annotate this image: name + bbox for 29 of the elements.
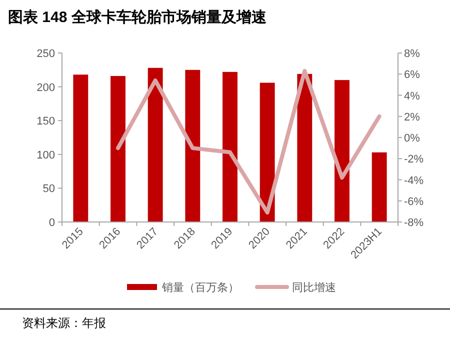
y-tick-label: 150 [36, 116, 55, 128]
text: 资料来源：年报 [22, 316, 106, 330]
y2-tick-label: 0% [404, 132, 420, 144]
bar [334, 80, 350, 222]
bar [372, 152, 387, 222]
y2-tick-label: -8% [404, 217, 424, 229]
bar [110, 76, 126, 222]
y2-tick-label: -4% [404, 174, 424, 187]
y2-tick-label: 4% [404, 90, 420, 102]
y-tick-label: 250 [36, 48, 55, 60]
y-tick-label: 200 [36, 82, 55, 94]
bar [185, 70, 200, 222]
bar [260, 82, 275, 222]
bar [148, 68, 163, 222]
y-tick-label: 50 [42, 183, 55, 196]
bar [222, 72, 238, 222]
y-tick-label: 0 [48, 217, 55, 229]
y-tick-label: 100 [36, 149, 55, 162]
line-series [116, 68, 382, 214]
y2-tick-label: -2% [404, 154, 424, 166]
y2-tick-label: 2% [404, 111, 420, 124]
legend-label: 同比增速 [292, 281, 336, 294]
bar [73, 74, 88, 222]
y2-tick-label: 8% [404, 48, 420, 60]
legend-label: 销量（百万条） [161, 282, 239, 294]
chart-title: 图表 148 全球卡车轮胎市场销量及增速 [8, 8, 268, 26]
y2-tick-label: 6% [404, 69, 420, 82]
y2-tick-label: -6% [404, 196, 424, 208]
bar [297, 74, 312, 222]
